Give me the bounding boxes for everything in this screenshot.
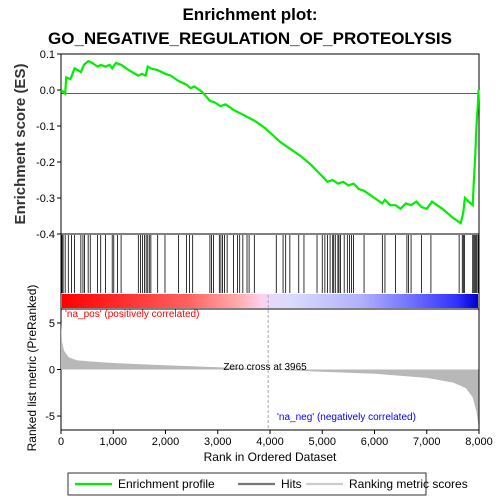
x-tick-label: 5,000 xyxy=(308,436,336,448)
x-axis-ticks: 0 1,000 2,000 3,000 4,000 5,000 6,000 7,000 8,00… xyxy=(58,430,493,448)
es-y-tick-label: 0.0 xyxy=(40,85,55,97)
x-tick-label: 8,000 xyxy=(465,436,493,448)
es-y-tick-label: -0.4 xyxy=(36,229,55,241)
x-tick-label: 2,000 xyxy=(152,436,180,448)
metric-y-tick-label: 5 xyxy=(49,318,55,330)
x-tick-label: 0 xyxy=(58,436,64,448)
hit-marks xyxy=(61,235,479,293)
es-y-ticks: 0.1 0.0 -0.1 -0.2 -0.3 -0.4 xyxy=(36,49,61,241)
x-axis-label: Rank in Ordered Dataset xyxy=(204,450,337,464)
chart-title-line2: GO_NEGATIVE_REGULATION_OF_PROTEOLYSIS xyxy=(48,29,452,48)
x-tick-label: 4,000 xyxy=(256,436,284,448)
legend-metric-label: Ranking metric scores xyxy=(349,477,468,491)
x-tick-label: 1,000 xyxy=(99,436,127,448)
legend-hits-label: Hits xyxy=(281,477,302,491)
ranking-metric-area xyxy=(61,323,479,426)
enrichment-panel-frame xyxy=(60,53,480,235)
x-tick-label: 3,000 xyxy=(204,436,232,448)
zero-cross-label: Zero cross at 3965 xyxy=(223,362,307,373)
metric-y-tick-label: -5 xyxy=(45,411,55,423)
positive-correlation-label: 'na_pos' (positively correlated) xyxy=(65,309,199,320)
metric-y-ticks: 5 0 -5 xyxy=(45,318,61,423)
x-tick-label: 6,000 xyxy=(361,436,389,448)
metric-y-tick-label: 0 xyxy=(49,365,55,377)
es-y-tick-label: 0.1 xyxy=(40,49,55,61)
metric-y-axis-label: Ranked list metric (PreRanked) xyxy=(25,285,39,452)
legend-enrichment-label: Enrichment profile xyxy=(118,477,215,491)
chart-title-line1: Enrichment plot: xyxy=(182,5,317,24)
rank-color-bar xyxy=(62,294,478,308)
es-y-tick-label: -0.2 xyxy=(36,157,55,169)
negative-correlation-label: 'na_neg' (negatively correlated) xyxy=(277,412,416,423)
x-tick-label: 7,000 xyxy=(413,436,441,448)
es-y-tick-label: -0.3 xyxy=(36,193,55,205)
enrichment-profile-line xyxy=(60,59,480,226)
es-y-tick-label: -0.1 xyxy=(36,121,55,133)
es-y-axis-label: Enrichment score (ES) xyxy=(12,64,29,225)
